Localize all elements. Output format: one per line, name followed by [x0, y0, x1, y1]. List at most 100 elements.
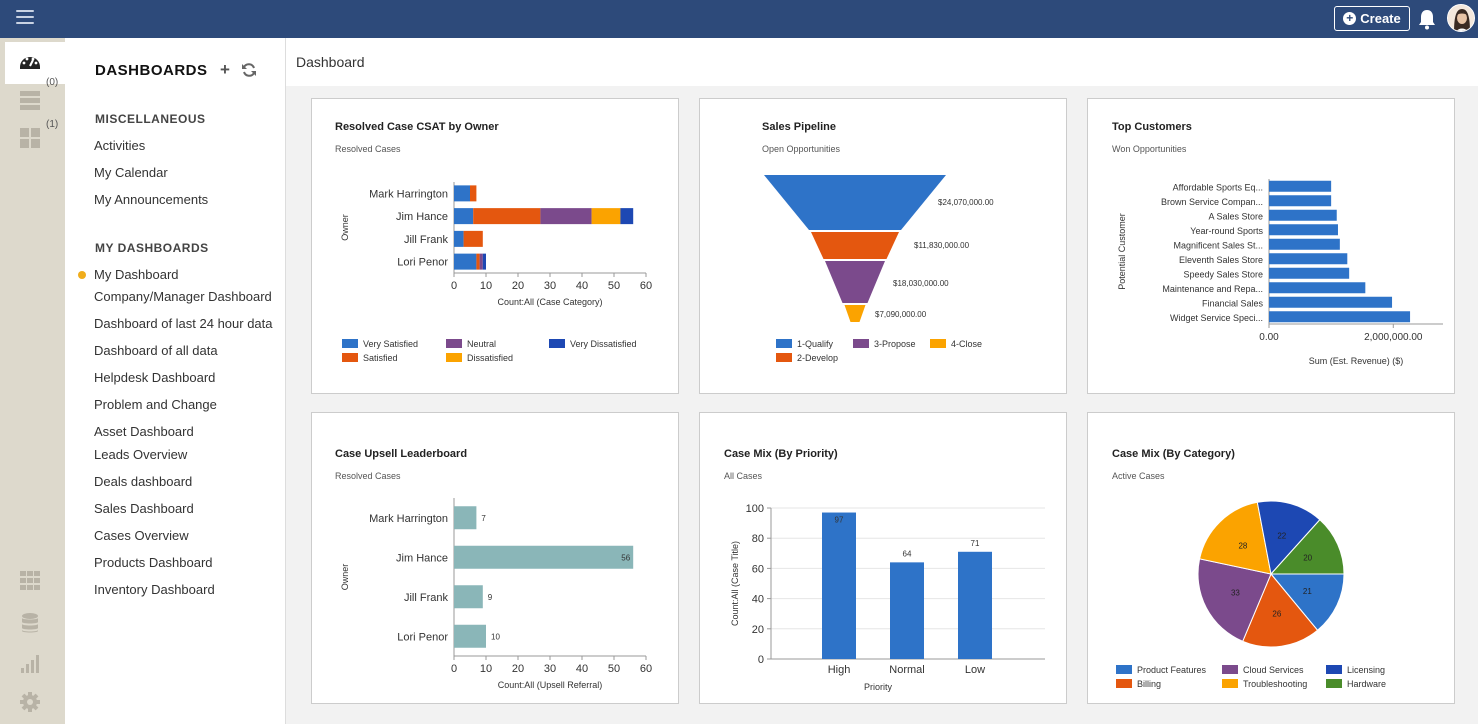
bar-segment [454, 185, 470, 202]
data-label: 97 [835, 516, 844, 525]
x-tick-label: 60 [640, 663, 652, 675]
y-tick-label: 20 [752, 624, 764, 636]
settings-gear-icon[interactable] [18, 690, 42, 714]
y-axis-title: Potential Customer [1117, 213, 1127, 290]
data-label: 9 [488, 593, 493, 602]
top-customers-chart: 0.00 2,000,000.00 Affordable Sports Eq... B… [1117, 179, 1443, 366]
category-label: Financial Sales [1202, 298, 1264, 308]
sidebar-item-sales[interactable]: Sales Dashboard [94, 501, 194, 516]
active-dashboard-dot [78, 271, 86, 279]
sidebar-item-problem-change[interactable]: Problem and Change [94, 397, 217, 412]
sidebar-title: DASHBOARDS [95, 62, 208, 79]
pie-slice-label: 20 [1303, 554, 1312, 563]
sidebar-item-products[interactable]: Products Dashboard [94, 555, 213, 570]
pie-slice [1269, 573, 1345, 631]
plus-circle-icon: + [1343, 12, 1357, 25]
sidebar-item-my-calendar[interactable]: My Calendar [94, 165, 168, 180]
legend-swatch [342, 353, 358, 362]
card-subtitle: All Cases [724, 471, 763, 481]
sidebar-item-asset[interactable]: Asset Dashboard [94, 424, 194, 439]
category-label: Jim Hance [396, 211, 448, 223]
x-tick-label: 2,000,000.00 [1364, 332, 1423, 343]
pipeline-funnel-chart: $24,070,000.00 $11,830,000.00 $18,030,000.… [764, 175, 994, 363]
data-label: 64 [903, 549, 912, 558]
y-tick-label: 100 [746, 503, 764, 515]
sidebar-item-cases[interactable]: Cases Overview [94, 528, 189, 543]
apps-grid-icon[interactable] [18, 568, 42, 592]
page-title: Dashboard [296, 54, 365, 70]
sidebar-item-my-dashboard[interactable]: My Dashboard [94, 267, 179, 282]
list-icon[interactable] [18, 88, 42, 112]
sidebar-item-activities[interactable]: Activities [94, 138, 146, 153]
x-axis-title: Sum (Est. Revenue) ($) [1309, 356, 1404, 366]
bell-icon[interactable] [1417, 8, 1437, 30]
priority-chart: 0 20 40 60 80 100 97 High 64 Normal 71 Low Priority C… [730, 503, 1045, 692]
legend-label: Billing [1137, 679, 1161, 689]
x-tick-label: 60 [640, 280, 652, 292]
sidebar-item-inventory[interactable]: Inventory Dashboard [94, 582, 215, 597]
sidebar-item-my-announcements[interactable]: My Announcements [94, 192, 209, 207]
bar [1269, 311, 1411, 323]
sidebar-item-all-data[interactable]: Dashboard of all data [94, 343, 218, 358]
sidebar-item-last-24-hour[interactable]: Dashboard of last 24 hour data [94, 316, 273, 331]
legend-swatch [1326, 679, 1342, 688]
x-tick-label: 30 [544, 663, 556, 675]
category-pie-chart: 21 26 33 28 22 20 Product Features Billing Cloud… [1116, 500, 1386, 689]
x-tick-label: 50 [608, 280, 620, 292]
x-tick-label: 0.00 [1259, 332, 1279, 343]
bar [454, 585, 483, 609]
legend-label: 4-Close [951, 339, 982, 349]
bar [958, 551, 992, 659]
x-tick-label: 0 [451, 663, 457, 675]
category-label: Jill Frank [404, 234, 449, 246]
create-button[interactable]: + Create [1334, 6, 1410, 31]
legend-label: Satisfied [363, 353, 398, 363]
dashboard-gauge-icon[interactable] [18, 50, 42, 74]
legend-swatch [446, 339, 462, 348]
bar-segment [473, 208, 541, 225]
avatar[interactable] [1447, 4, 1475, 32]
bar [822, 512, 856, 659]
funnel-value-label: $24,070,000.00 [938, 198, 994, 207]
sidebar-item-deals[interactable]: Deals dashboard [94, 474, 193, 489]
card-subtitle: Resolved Cases [335, 144, 401, 154]
y-tick-label: 40 [752, 594, 764, 606]
menu-icon[interactable] [16, 10, 34, 26]
legend-swatch [342, 339, 358, 348]
sidebar-item-leads[interactable]: Leads Overview [94, 447, 188, 462]
bar [454, 506, 477, 530]
x-tick-label: High [828, 664, 851, 676]
main-header: Dashboard [286, 38, 1478, 86]
refresh-icon[interactable] [241, 62, 257, 78]
category-label: Eleventh Sales Store [1179, 255, 1263, 265]
database-icon[interactable] [18, 611, 42, 635]
top-bar: + Create [0, 0, 1478, 38]
widgets-icon[interactable] [18, 126, 42, 150]
legend-label: Very Dissatisfied [570, 339, 637, 349]
sidebar-item-helpdesk[interactable]: Helpdesk Dashboard [94, 370, 216, 385]
card-subtitle: Won Opportunities [1112, 144, 1187, 154]
bar-segment [454, 253, 477, 270]
card-subtitle: Active Cases [1112, 471, 1165, 481]
category-label: Lori Penor [397, 257, 448, 269]
bar [1269, 238, 1340, 250]
chart-card-pipeline: Sales Pipeline Open Opportunities $24,07… [699, 98, 1067, 394]
pie-slice [1242, 573, 1319, 648]
legend-label: 1-Qualify [797, 339, 834, 349]
funnel-value-label: $18,030,000.00 [893, 279, 949, 288]
funnel-stage [764, 175, 946, 230]
add-dashboard-button[interactable]: + [220, 60, 230, 79]
signal-bars-icon[interactable] [18, 651, 42, 675]
bar [1269, 282, 1366, 294]
bar [890, 562, 924, 659]
legend-swatch [1116, 679, 1132, 688]
card-subtitle: Open Opportunities [762, 144, 841, 154]
data-label: 10 [491, 632, 500, 641]
category-label: Mark Harrington [369, 513, 448, 525]
legend-label: 2-Develop [797, 353, 838, 363]
sidebar-item-company-manager-dashboard[interactable]: Company/Manager Dashboard [94, 289, 272, 304]
pie-slice-label: 21 [1303, 587, 1312, 596]
bar-segment [482, 253, 486, 270]
x-tick-label: 40 [576, 663, 588, 675]
legend-label: Very Satisfied [363, 339, 418, 349]
